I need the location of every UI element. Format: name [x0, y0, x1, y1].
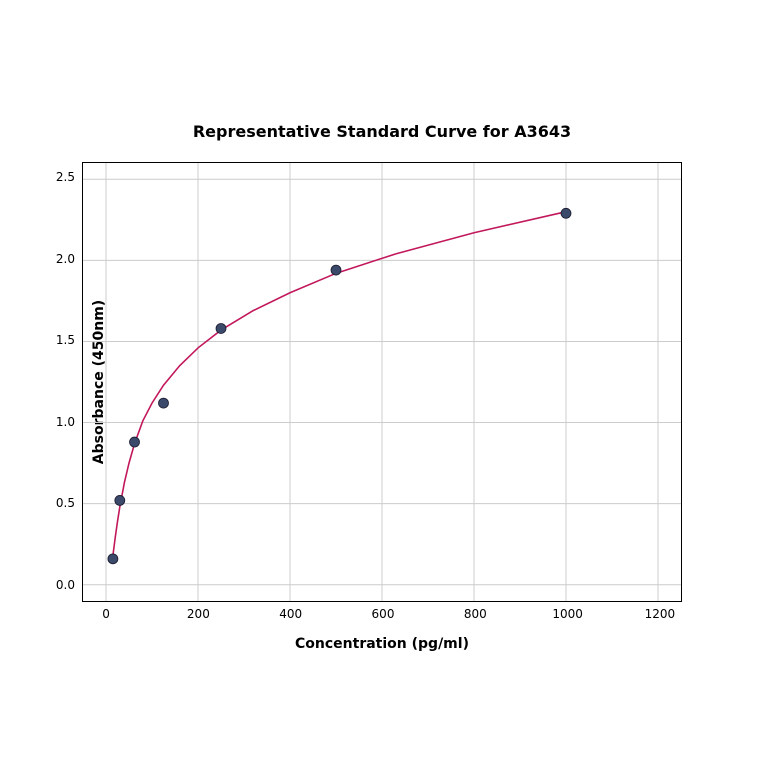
x-tick-label: 1200 [645, 607, 676, 621]
x-tick-label: 0 [102, 607, 110, 621]
x-tick-label: 200 [187, 607, 210, 621]
plot-svg [83, 163, 681, 601]
data-point [130, 437, 140, 447]
grid-group [83, 163, 681, 601]
data-point [331, 265, 341, 275]
data-point [115, 495, 125, 505]
scatter-group [108, 208, 571, 563]
y-tick-label: 2.0 [56, 252, 75, 266]
x-tick-label: 600 [372, 607, 395, 621]
data-point [108, 554, 118, 564]
x-tick-label: 1000 [552, 607, 583, 621]
y-tick-label: 1.0 [56, 415, 75, 429]
y-tick-label: 2.5 [56, 170, 75, 184]
data-point [159, 398, 169, 408]
x-axis-label: Concentration (pg/ml) [82, 636, 682, 652]
y-tick-label: 0.0 [56, 578, 75, 592]
y-tick-label: 1.5 [56, 333, 75, 347]
chart-title: Representative Standard Curve for A3643 [82, 122, 682, 141]
x-tick-label: 400 [279, 607, 302, 621]
plot-area: 020040060080010001200 0.00.51.01.52.02.5 [82, 162, 682, 602]
standard-curve-chart: Representative Standard Curve for A3643 … [82, 162, 682, 602]
x-tick-label: 800 [464, 607, 487, 621]
data-point [216, 323, 226, 333]
y-tick-label: 0.5 [56, 496, 75, 510]
data-point [561, 208, 571, 218]
